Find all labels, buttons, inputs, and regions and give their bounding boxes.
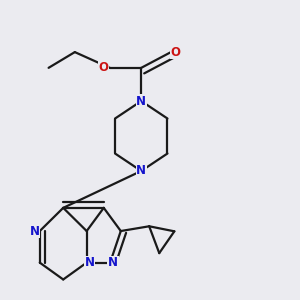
Text: N: N bbox=[29, 224, 40, 238]
Text: N: N bbox=[85, 256, 94, 269]
Text: O: O bbox=[170, 46, 180, 59]
Text: N: N bbox=[108, 256, 118, 269]
Text: N: N bbox=[136, 164, 146, 178]
Text: O: O bbox=[98, 61, 109, 74]
Text: N: N bbox=[136, 94, 146, 107]
